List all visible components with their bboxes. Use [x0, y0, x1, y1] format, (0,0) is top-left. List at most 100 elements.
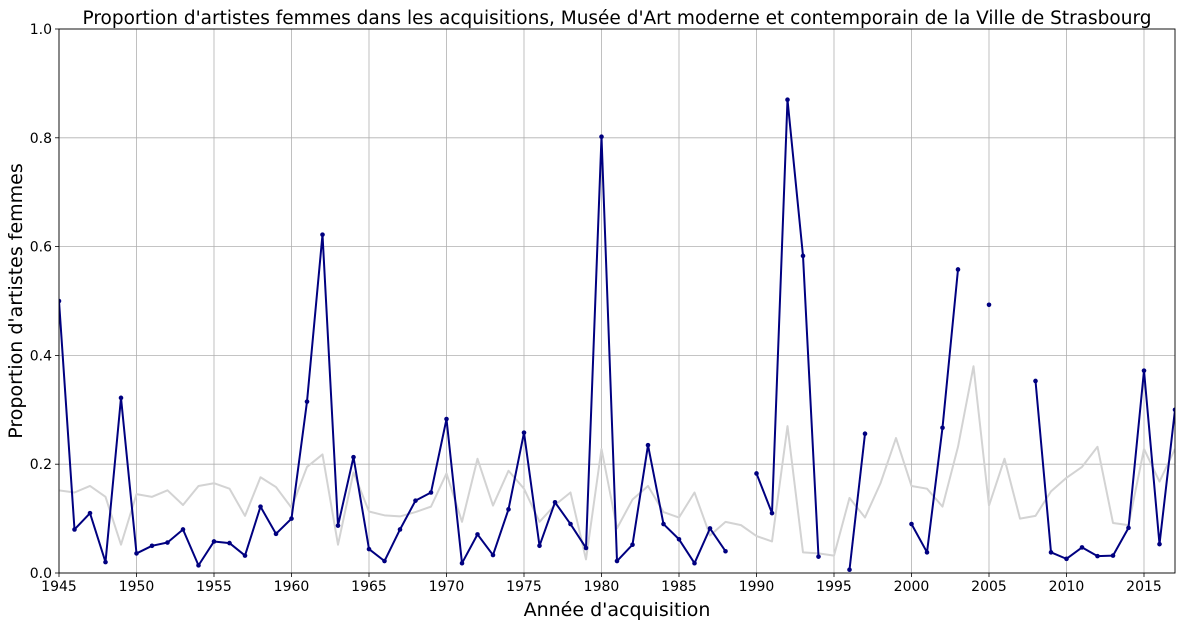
data-point [459, 560, 465, 566]
data-point [1095, 553, 1100, 559]
data-point [103, 559, 108, 565]
data-point [1110, 553, 1116, 558]
data-point [568, 521, 573, 527]
data-point [87, 510, 93, 516]
y-tick-label: 0.2 [30, 457, 52, 473]
data-point [366, 546, 372, 552]
x-tick-label: 1995 [816, 579, 852, 595]
data-point [1126, 525, 1131, 531]
data-point [862, 431, 868, 437]
series-grey-line [59, 365, 1175, 561]
y-axis: 0.0 0.2 0.4 0.6 0.8 1.0 [30, 22, 59, 582]
x-tick-label: 1950 [119, 579, 155, 595]
data-point [924, 550, 930, 555]
data-point [165, 540, 170, 545]
data-point [599, 134, 604, 140]
data-point [506, 507, 511, 512]
x-tick-label: 2000 [894, 579, 930, 595]
data-point [59, 298, 62, 304]
data-point [118, 395, 124, 401]
data-point [1172, 407, 1175, 413]
data-point [273, 531, 279, 537]
y-axis-title: Proportion d'artistes femmes [5, 163, 27, 439]
data-point [986, 302, 992, 308]
series-line-segment [59, 135, 727, 567]
y-tick-label: 0.8 [30, 131, 52, 147]
data-point [785, 97, 790, 103]
data-point [909, 521, 914, 527]
data-point [940, 425, 945, 431]
data-point [1048, 550, 1054, 555]
data-point [692, 560, 697, 566]
data-point [630, 542, 635, 548]
data-point [180, 527, 186, 532]
data-point [847, 567, 852, 573]
y-tick-label: 0.0 [30, 566, 52, 582]
data-point [769, 510, 775, 516]
series-line-segment [910, 269, 959, 554]
data-point [1064, 556, 1069, 562]
data-point [645, 442, 651, 448]
x-tick-label: 1965 [351, 579, 387, 595]
data-point [1033, 378, 1038, 384]
data-point [134, 551, 139, 556]
data-point [521, 430, 527, 435]
data-point [444, 416, 449, 422]
x-tick-label: 1970 [429, 579, 465, 595]
data-point [723, 548, 728, 554]
data-point [1079, 545, 1085, 550]
x-axis: 1945 1950 1955 1960 1965 1970 1975 1980 1985 1990… [41, 573, 1162, 595]
data-point [537, 543, 542, 549]
x-tick-label: 2015 [1126, 579, 1162, 595]
data-point [1141, 368, 1147, 373]
data-point [351, 454, 356, 460]
series-line-segment [755, 98, 820, 557]
data-point [304, 399, 310, 404]
series-navy-line [59, 97, 1175, 573]
data-point [242, 553, 248, 558]
x-tick-label: 1980 [584, 579, 620, 595]
x-tick-label: 2005 [971, 579, 1007, 595]
data-point [955, 267, 961, 272]
data-point [413, 498, 418, 503]
data-point [227, 540, 232, 546]
series-line-segment [848, 433, 866, 570]
data-point [211, 539, 217, 544]
series-layer [59, 97, 1175, 573]
plot-frame [58, 28, 1176, 574]
data-point [397, 527, 403, 532]
data-point [707, 526, 713, 531]
data-point [816, 554, 821, 559]
series-line-segment [1034, 369, 1175, 560]
data-point [289, 516, 294, 521]
data-point [676, 536, 682, 542]
x-tick-label: 2010 [1049, 579, 1085, 595]
y-tick-label: 1.0 [30, 22, 52, 38]
data-point [1157, 541, 1162, 547]
x-axis-title: Année d'acquisition [524, 599, 711, 621]
data-point [72, 527, 77, 532]
data-point [800, 253, 806, 259]
data-point [614, 558, 620, 564]
x-tick-label: 1960 [274, 579, 310, 595]
data-point [754, 471, 759, 476]
data-point [490, 552, 496, 558]
data-point [661, 521, 666, 527]
data-point [428, 490, 434, 495]
y-tick-label: 0.6 [30, 240, 52, 256]
x-tick-label: 1945 [41, 579, 77, 595]
grid [58, 28, 1175, 574]
data-point [258, 504, 263, 509]
series-line-segment [59, 365, 1175, 561]
chart-title: Proportion d'artistes femmes dans les ac… [83, 8, 1152, 29]
data-point [196, 563, 201, 568]
data-point [320, 232, 325, 237]
x-tick-label: 1990 [739, 579, 775, 595]
data-point [583, 545, 589, 551]
data-point [552, 499, 558, 505]
data-point [335, 523, 341, 528]
y-tick-label: 0.4 [30, 348, 52, 364]
x-tick-label: 1985 [661, 579, 697, 595]
x-tick-label: 1955 [196, 579, 232, 595]
